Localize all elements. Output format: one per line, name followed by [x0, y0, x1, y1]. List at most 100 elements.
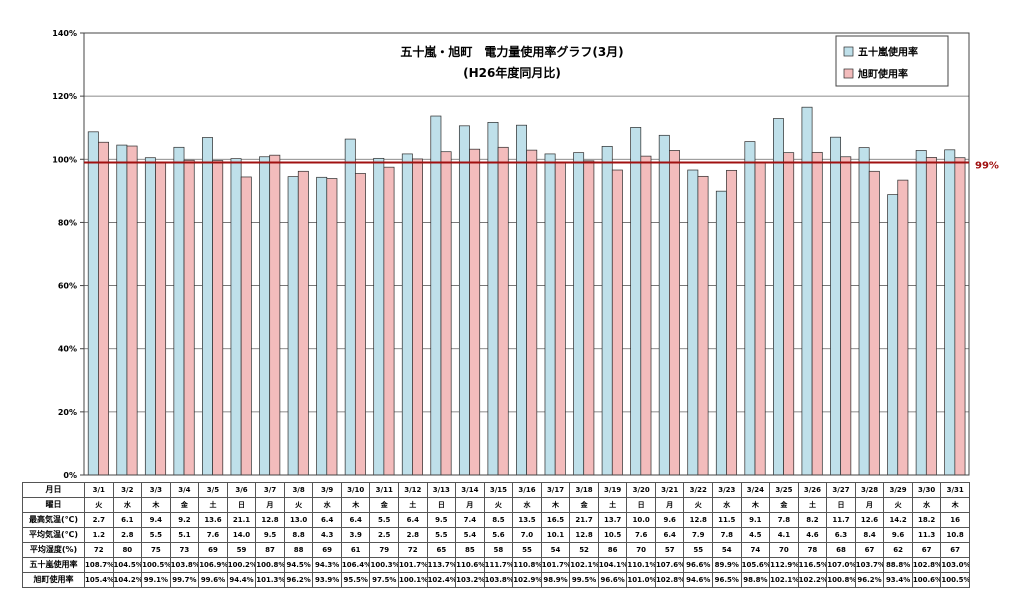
table-cell: 6.4 — [312, 512, 342, 528]
table-cell: 3/14 — [455, 482, 485, 498]
bar-series-2 — [126, 145, 138, 476]
chart-subtitle: (H26年度同月比) — [463, 65, 561, 80]
table-cell: 3/16 — [512, 482, 542, 498]
bar-series-2 — [754, 162, 766, 476]
table-cell: 土 — [597, 497, 628, 513]
table-cell: 5.5 — [426, 527, 457, 543]
bar-series-2 — [469, 148, 481, 476]
table-cell: 54 — [712, 542, 742, 558]
bars — [87, 106, 966, 476]
bar-series-2 — [925, 157, 937, 476]
table-cell: 54 — [540, 542, 571, 558]
table-cell: 日 — [226, 497, 257, 513]
bar-series-2 — [326, 178, 338, 476]
bar-series-2 — [183, 159, 195, 476]
table-cell: 12.8 — [683, 512, 714, 528]
table-cell: 3/4 — [169, 482, 200, 498]
table-cell: 9.4 — [141, 512, 171, 528]
bar-series-1 — [715, 190, 727, 476]
table-cell: 12.8 — [255, 512, 285, 528]
table-cell: 106.9% — [198, 557, 228, 573]
bar-series-2 — [811, 151, 823, 476]
bar-series-1 — [830, 136, 842, 476]
bar-series-1 — [630, 127, 642, 476]
table-cell: 5.5 — [369, 512, 400, 528]
bar-series-1 — [773, 118, 784, 476]
table-row: 曜日火水木金土日月火水木金土日月火水木金土日月火水木金土日月火水木 — [22, 497, 970, 513]
table-cell: 106.4% — [340, 557, 371, 573]
table-cell: 5.4 — [455, 527, 485, 543]
table-cell: 9.5 — [255, 527, 285, 543]
table-cell: 4.1 — [769, 527, 799, 543]
table-cell: 7.9 — [683, 527, 714, 543]
table-cell: 78 — [797, 542, 828, 558]
chart: 0% 20% 40% 60% 80% 100% 120% 140% 99% 五十嵐使用率旭町使… — [52, 29, 999, 480]
table-cell: 9.6 — [654, 512, 685, 528]
table-cell: 3/21 — [654, 482, 685, 498]
table-cell: 55 — [683, 542, 714, 558]
table-cell: 7.6 — [198, 527, 228, 543]
table-cell: 86 — [597, 542, 628, 558]
table-cell: 水 — [512, 497, 542, 513]
table-cell: 79 — [369, 542, 400, 558]
table-cell: 21.1 — [226, 512, 257, 528]
bar-series-2 — [297, 170, 309, 476]
bar-series-1 — [601, 145, 613, 476]
y-tick-label: 80% — [58, 218, 77, 227]
table-cell: 3/15 — [483, 482, 514, 498]
table-cell: 3/11 — [369, 482, 400, 498]
table-cell: 9.2 — [169, 512, 200, 528]
bar-series-2 — [583, 160, 595, 476]
table-cell: 62 — [883, 542, 913, 558]
table-cell: 4.3 — [312, 527, 342, 543]
table-cell: 3/5 — [198, 482, 228, 498]
table-cell: 8.4 — [854, 527, 885, 543]
table-cell: 101.3% — [255, 572, 285, 588]
table-cell: 99.7% — [169, 572, 200, 588]
table-cell: 94.3% — [312, 557, 342, 573]
bar-series-1 — [259, 156, 271, 476]
table-cell: 3/7 — [255, 482, 285, 498]
table-cell: 101.0% — [626, 572, 656, 588]
table-cell: 73 — [169, 542, 200, 558]
row-header: 旭町使用率 — [22, 572, 85, 588]
legend-label: 旭町使用率 — [857, 68, 908, 81]
table-cell: 11.7 — [826, 512, 856, 528]
table-cell: 16 — [940, 512, 970, 528]
table-cell: 月 — [854, 497, 885, 513]
bar-series-2 — [526, 149, 538, 476]
table-cell: 103.2% — [455, 572, 485, 588]
table-cell: 85 — [455, 542, 485, 558]
table-cell: 101.7% — [540, 557, 571, 573]
table-cell: 94.6% — [683, 572, 714, 588]
table-cell: 96.2% — [283, 572, 314, 588]
table-cell: 52 — [569, 542, 599, 558]
table-cell: 94.5% — [283, 557, 314, 573]
table-cell: 7.4 — [455, 512, 485, 528]
table-cell: 10.1 — [540, 527, 571, 543]
reference-line-label: 99% — [975, 160, 999, 171]
table-cell: 67 — [940, 542, 970, 558]
bar-series-1 — [458, 125, 470, 476]
bar-series-2 — [783, 152, 795, 476]
table-cell: 102.2% — [797, 572, 828, 588]
table-cell: 55 — [512, 542, 542, 558]
y-tick-label: 40% — [58, 345, 77, 354]
table-cell: 75 — [141, 542, 171, 558]
table-cell: 6.4 — [654, 527, 685, 543]
table-cell: 土 — [797, 497, 828, 513]
table-cell: 金 — [769, 497, 799, 513]
bar-series-2 — [954, 157, 966, 476]
table-cell: 4.6 — [797, 527, 828, 543]
bar-series-1 — [573, 152, 585, 476]
table-cell: 89.9% — [712, 557, 742, 573]
y-tick-label: 120% — [52, 92, 77, 101]
table-row: 平均気温(℃) 1.2 2.8 5.5 5.1 7.6 14.0 9.5 8.8 4.3 3.9 2.… — [22, 527, 970, 543]
table-cell: 104.5% — [112, 557, 143, 573]
table-cell: 6.1 — [112, 512, 143, 528]
table-cell: 8.2 — [797, 512, 828, 528]
table-cell: 61 — [340, 542, 371, 558]
table-cell: 105.6% — [740, 557, 771, 573]
bar-series-1 — [944, 149, 956, 476]
table-cell: 100.8% — [826, 572, 856, 588]
